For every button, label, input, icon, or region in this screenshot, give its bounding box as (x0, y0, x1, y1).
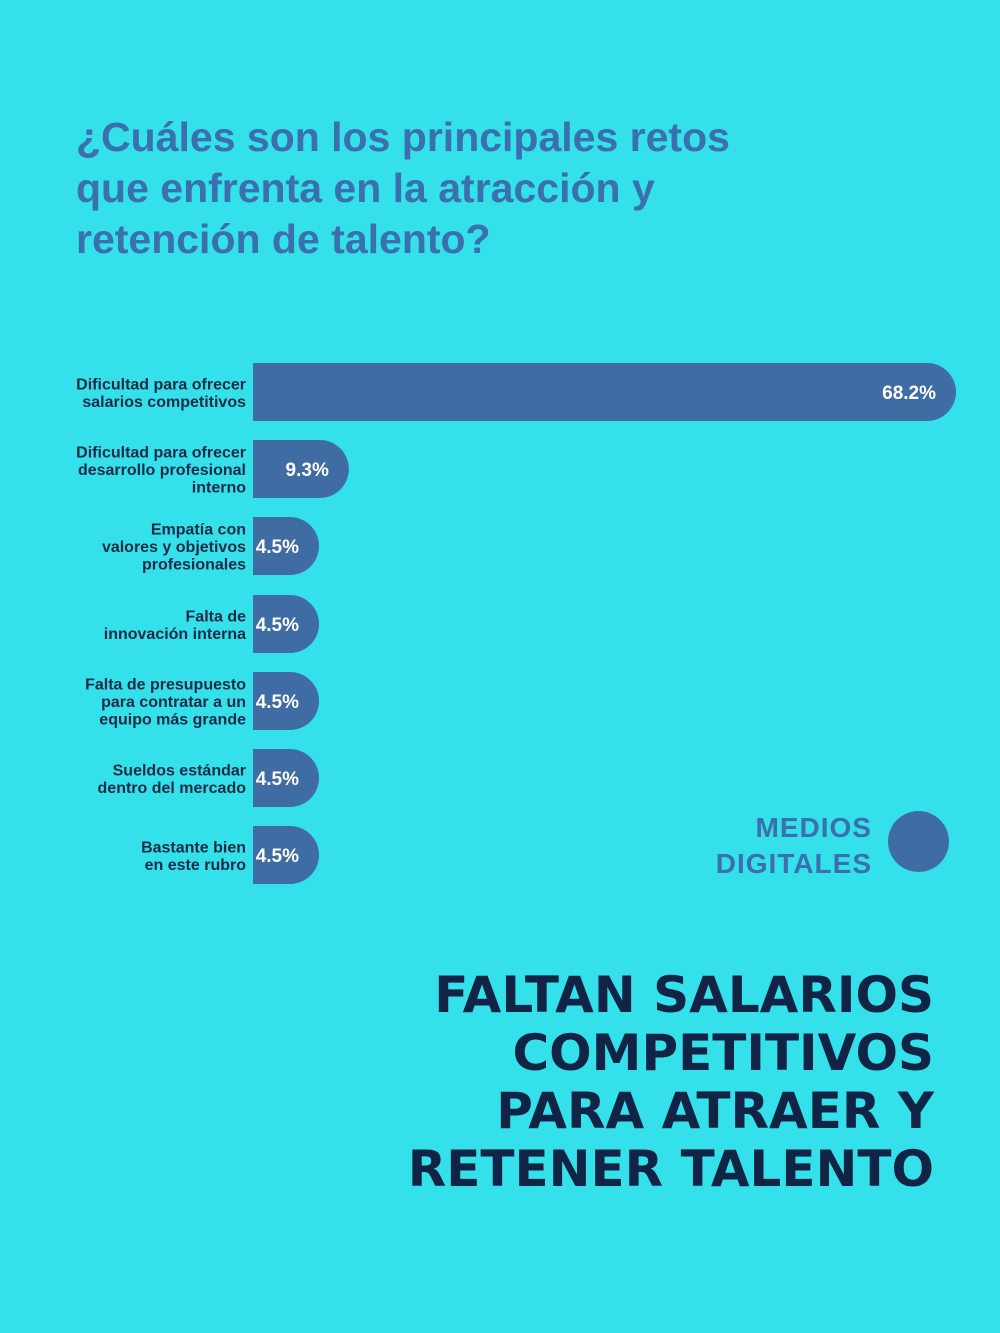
category-label: Dificultad para ofrecer salarios competit… (76, 376, 246, 411)
bar (253, 672, 319, 730)
headline-line: FALTAN SALARIOS (434, 966, 934, 1024)
headline-line: RETENER TALENTO (407, 1140, 934, 1198)
chart-title-line: que enfrenta en la atracción y (76, 165, 655, 211)
headline: FALTAN SALARIOS COMPETITIVOS PARA ATRAER… (408, 966, 934, 1198)
brand-line: DIGITALES (715, 848, 872, 879)
bar-value-label: 4.5% (256, 615, 299, 636)
bar (253, 749, 319, 807)
bar (253, 517, 319, 575)
category-label-line: Dificultad para ofrecer (76, 445, 246, 462)
bar (253, 440, 349, 498)
category-label-line: Dificultad para ofrecer (76, 376, 246, 393)
category-label: Dificultad para ofrecer desarrollo profes… (76, 445, 246, 497)
headline-line: PARA ATRAER Y (496, 1082, 934, 1140)
bar-value-label: 4.5% (256, 692, 299, 713)
bar-value-label: 9.3% (286, 460, 329, 481)
bar-value-label: 4.5% (256, 846, 299, 867)
category-label-line: dentro del mercado (98, 780, 247, 797)
category-label-line: Falta de presupuesto (85, 677, 246, 694)
category-label-line: Empatía con (151, 522, 246, 539)
category-label-line: profesionales (142, 557, 246, 574)
category-label: Falta de presupuesto para contratar a un e… (85, 677, 246, 729)
bar-value-label: 4.5% (256, 769, 299, 790)
chart-title-line: ¿Cuáles son los principales retos (76, 114, 730, 160)
category-label-line: equipo más grande (99, 712, 246, 729)
bar (253, 363, 956, 421)
category-label-line: innovación interna (104, 626, 246, 643)
brand-wordmark: MEDIOS DIGITALES (716, 810, 872, 882)
category-label: Sueldos estándar dentro del mercado (98, 762, 247, 797)
category-label-line: en este rubro (145, 857, 247, 874)
category-label-line: desarrollo profesional (78, 462, 246, 479)
category-label-line: salarios competitivos (82, 394, 246, 411)
bar-value-label: 68.2% (882, 383, 936, 404)
brand-dot-icon (888, 811, 949, 872)
bar (253, 595, 319, 653)
category-label-line: Bastante bien (141, 839, 246, 856)
bar (253, 826, 319, 884)
brand-line: MEDIOS (755, 812, 872, 843)
bar-value-label: 4.5% (256, 537, 299, 558)
category-label-line: Sueldos estándar (113, 762, 246, 779)
category-label-line: para contratar a un (101, 694, 246, 711)
category-label: Bastante bien en este rubro (141, 839, 246, 874)
chart-title: ¿Cuáles son los principales retos que en… (76, 112, 836, 265)
category-label: Empatía con valores y objetivos profesiona… (102, 522, 246, 574)
category-label-line: interno (192, 480, 246, 497)
category-label-line: valores y objetivos (102, 539, 246, 556)
headline-line: COMPETITIVOS (512, 1024, 934, 1082)
category-label: Falta de innovación interna (104, 608, 246, 643)
category-label-line: Falta de (186, 608, 247, 625)
chart-title-line: retención de talento? (76, 216, 491, 262)
